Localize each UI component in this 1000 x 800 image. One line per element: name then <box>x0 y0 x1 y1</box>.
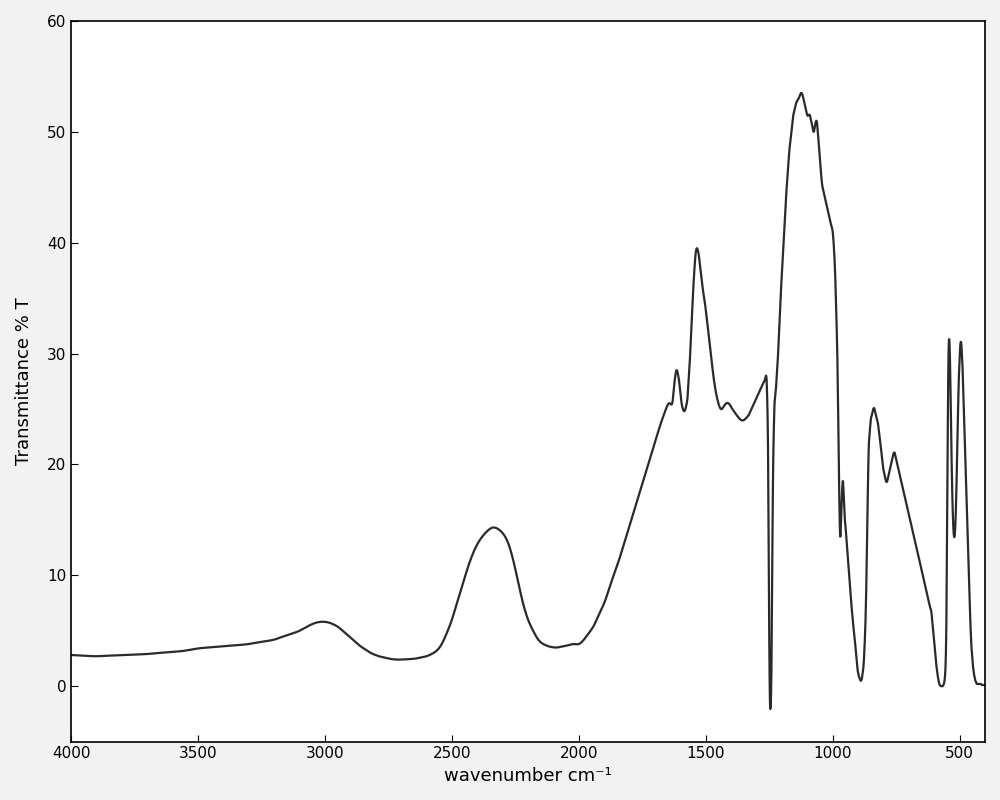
X-axis label: wavenumber cm⁻¹: wavenumber cm⁻¹ <box>444 767 612 785</box>
Y-axis label: Transmittance % T: Transmittance % T <box>15 298 33 465</box>
